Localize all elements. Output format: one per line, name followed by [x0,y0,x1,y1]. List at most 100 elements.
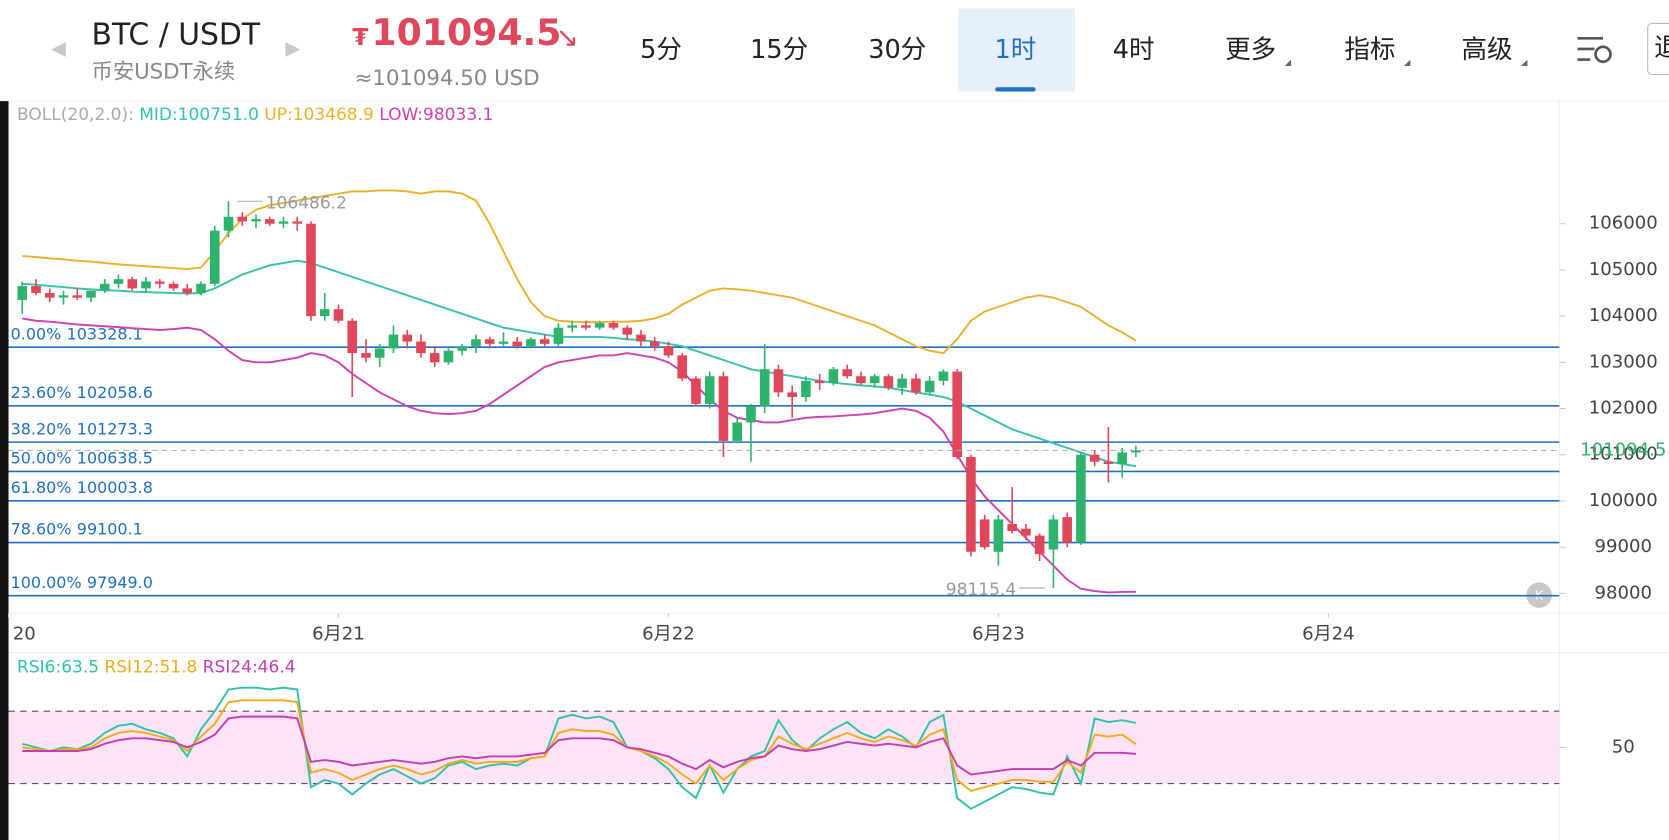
candle-body [196,283,206,294]
y-tick-label: 99000 [1594,536,1652,557]
boll-label: BOLL(20,2.0): [17,105,134,125]
candle-body [1131,450,1141,453]
tab[interactable]: 15分 [750,35,808,65]
candle-body [484,339,495,344]
rsi-line [22,715,1136,776]
x-tick-label: 20 [13,624,36,645]
tab[interactable]: 指标 [1344,35,1395,65]
candle-body [663,346,674,356]
tab[interactable]: 4时 [1113,35,1155,65]
candle-body [17,286,28,300]
fib-price: 101273.3 [77,419,153,438]
y-tick-label: 50 [1612,736,1635,757]
candle-body [374,348,385,358]
active-tab-bg [957,8,1076,92]
candle-body [883,376,894,388]
candle-body [567,325,578,328]
fib-label: 38.20% 101273.3 [11,419,153,438]
candle-body [979,519,990,548]
tab[interactable]: 1时 [995,35,1037,65]
active-tab-underline [995,87,1036,92]
rsi-legend: RSI6:63.5 RSI12:51.8 RSI24:46.4 [17,658,296,678]
tab[interactable]: 更多 [1225,35,1276,65]
cut-text[interactable]: 退 [1654,33,1669,63]
candle-body [292,221,303,224]
dropdown-mark [1284,59,1292,67]
left-edge [0,101,9,840]
cut-button[interactable] [1647,22,1669,76]
fib-price: 102058.6 [77,383,153,402]
candle-body [704,376,715,404]
candle-body [759,369,770,407]
candle-body [31,286,41,294]
approx-price: ≈101094.50 USD [354,66,539,91]
x-tick-label: 6月21 [312,624,365,645]
candle-body [154,281,165,284]
candle-body [223,216,234,231]
rsi-chart: 50 RSI6:63.5 RSI12:51.8 RSI24:46.4 [8,658,1635,811]
x-tick-label: 6月22 [642,624,695,645]
boll-line [22,317,1136,594]
candle-body [993,519,1004,552]
boll-line [22,189,1137,355]
main-chart: BOLL(20,2.0): MID:100751.0 UP:103468.9 LOW:… [7,105,1666,645]
rsi-line [22,699,1137,792]
candle-body [856,376,866,384]
candle-body [1117,452,1127,464]
candle-body [1062,517,1072,543]
tabs: 5分 15分 30分 1时 4时 更多 指标 高级 [640,35,1528,67]
currency-symbol: ₮ [352,23,368,51]
fib-price: 100003.8 [77,478,153,497]
candle-body [1089,454,1100,462]
candle-body [869,376,880,384]
candle-body [457,346,468,351]
candle-body [361,353,371,358]
tab[interactable]: 5分 [640,35,682,65]
pair[interactable]: BTC / USDT [92,18,261,53]
candle-body [787,392,797,397]
boll-header: BOLL(20,2.0): MID:100751.0 UP:103468.9 LOW:… [17,105,493,125]
fib-pct: 50.00% [11,448,72,467]
candle-body [842,369,852,377]
candle-body [608,323,619,328]
prev-arrow[interactable]: ◀ [51,36,66,59]
settings-icon[interactable] [1577,36,1612,64]
legend-entry: RSI6:63.5 [17,658,99,678]
candle-body [553,327,564,344]
candle-body [526,339,536,347]
fib-label: 23.60% 102058.6 [11,383,153,402]
candle-body [1021,528,1031,536]
y-tick-label: 102000 [1589,398,1658,419]
candle-body [182,288,193,294]
candle-body [581,325,591,328]
y-tick-label: 103000 [1589,351,1658,372]
candle-body [649,341,660,347]
fib-label: 61.80% 100003.8 [11,478,153,497]
tab[interactable]: 30分 [868,35,926,65]
candle-body [347,320,358,354]
tab[interactable]: 高级 [1461,35,1512,65]
fib-pct: 61.80% [11,478,72,497]
candle-body [677,355,687,379]
fib-price: 100638.5 [77,448,153,467]
x-tick-label: 6月23 [972,624,1025,645]
candle-body [1048,519,1059,550]
candle-body [622,327,632,335]
candle-body [264,219,275,224]
market: 币安USDT永续 [92,59,236,84]
candle-body [429,353,440,363]
annotation-label: 98115.4 [946,580,1016,600]
fib-pct: 78.60% [11,519,72,538]
candle-body [388,334,399,349]
candle-body [168,283,179,289]
last-price-label: 101094.5 [1580,439,1666,460]
candle-body [99,283,110,291]
candle-body [594,323,605,328]
y-tick-label: 106000 [1589,213,1658,234]
y-tick-label: 105000 [1589,259,1658,280]
candle-body [938,371,949,381]
next-arrow[interactable]: ▶ [285,36,300,59]
candle-body [319,309,330,317]
